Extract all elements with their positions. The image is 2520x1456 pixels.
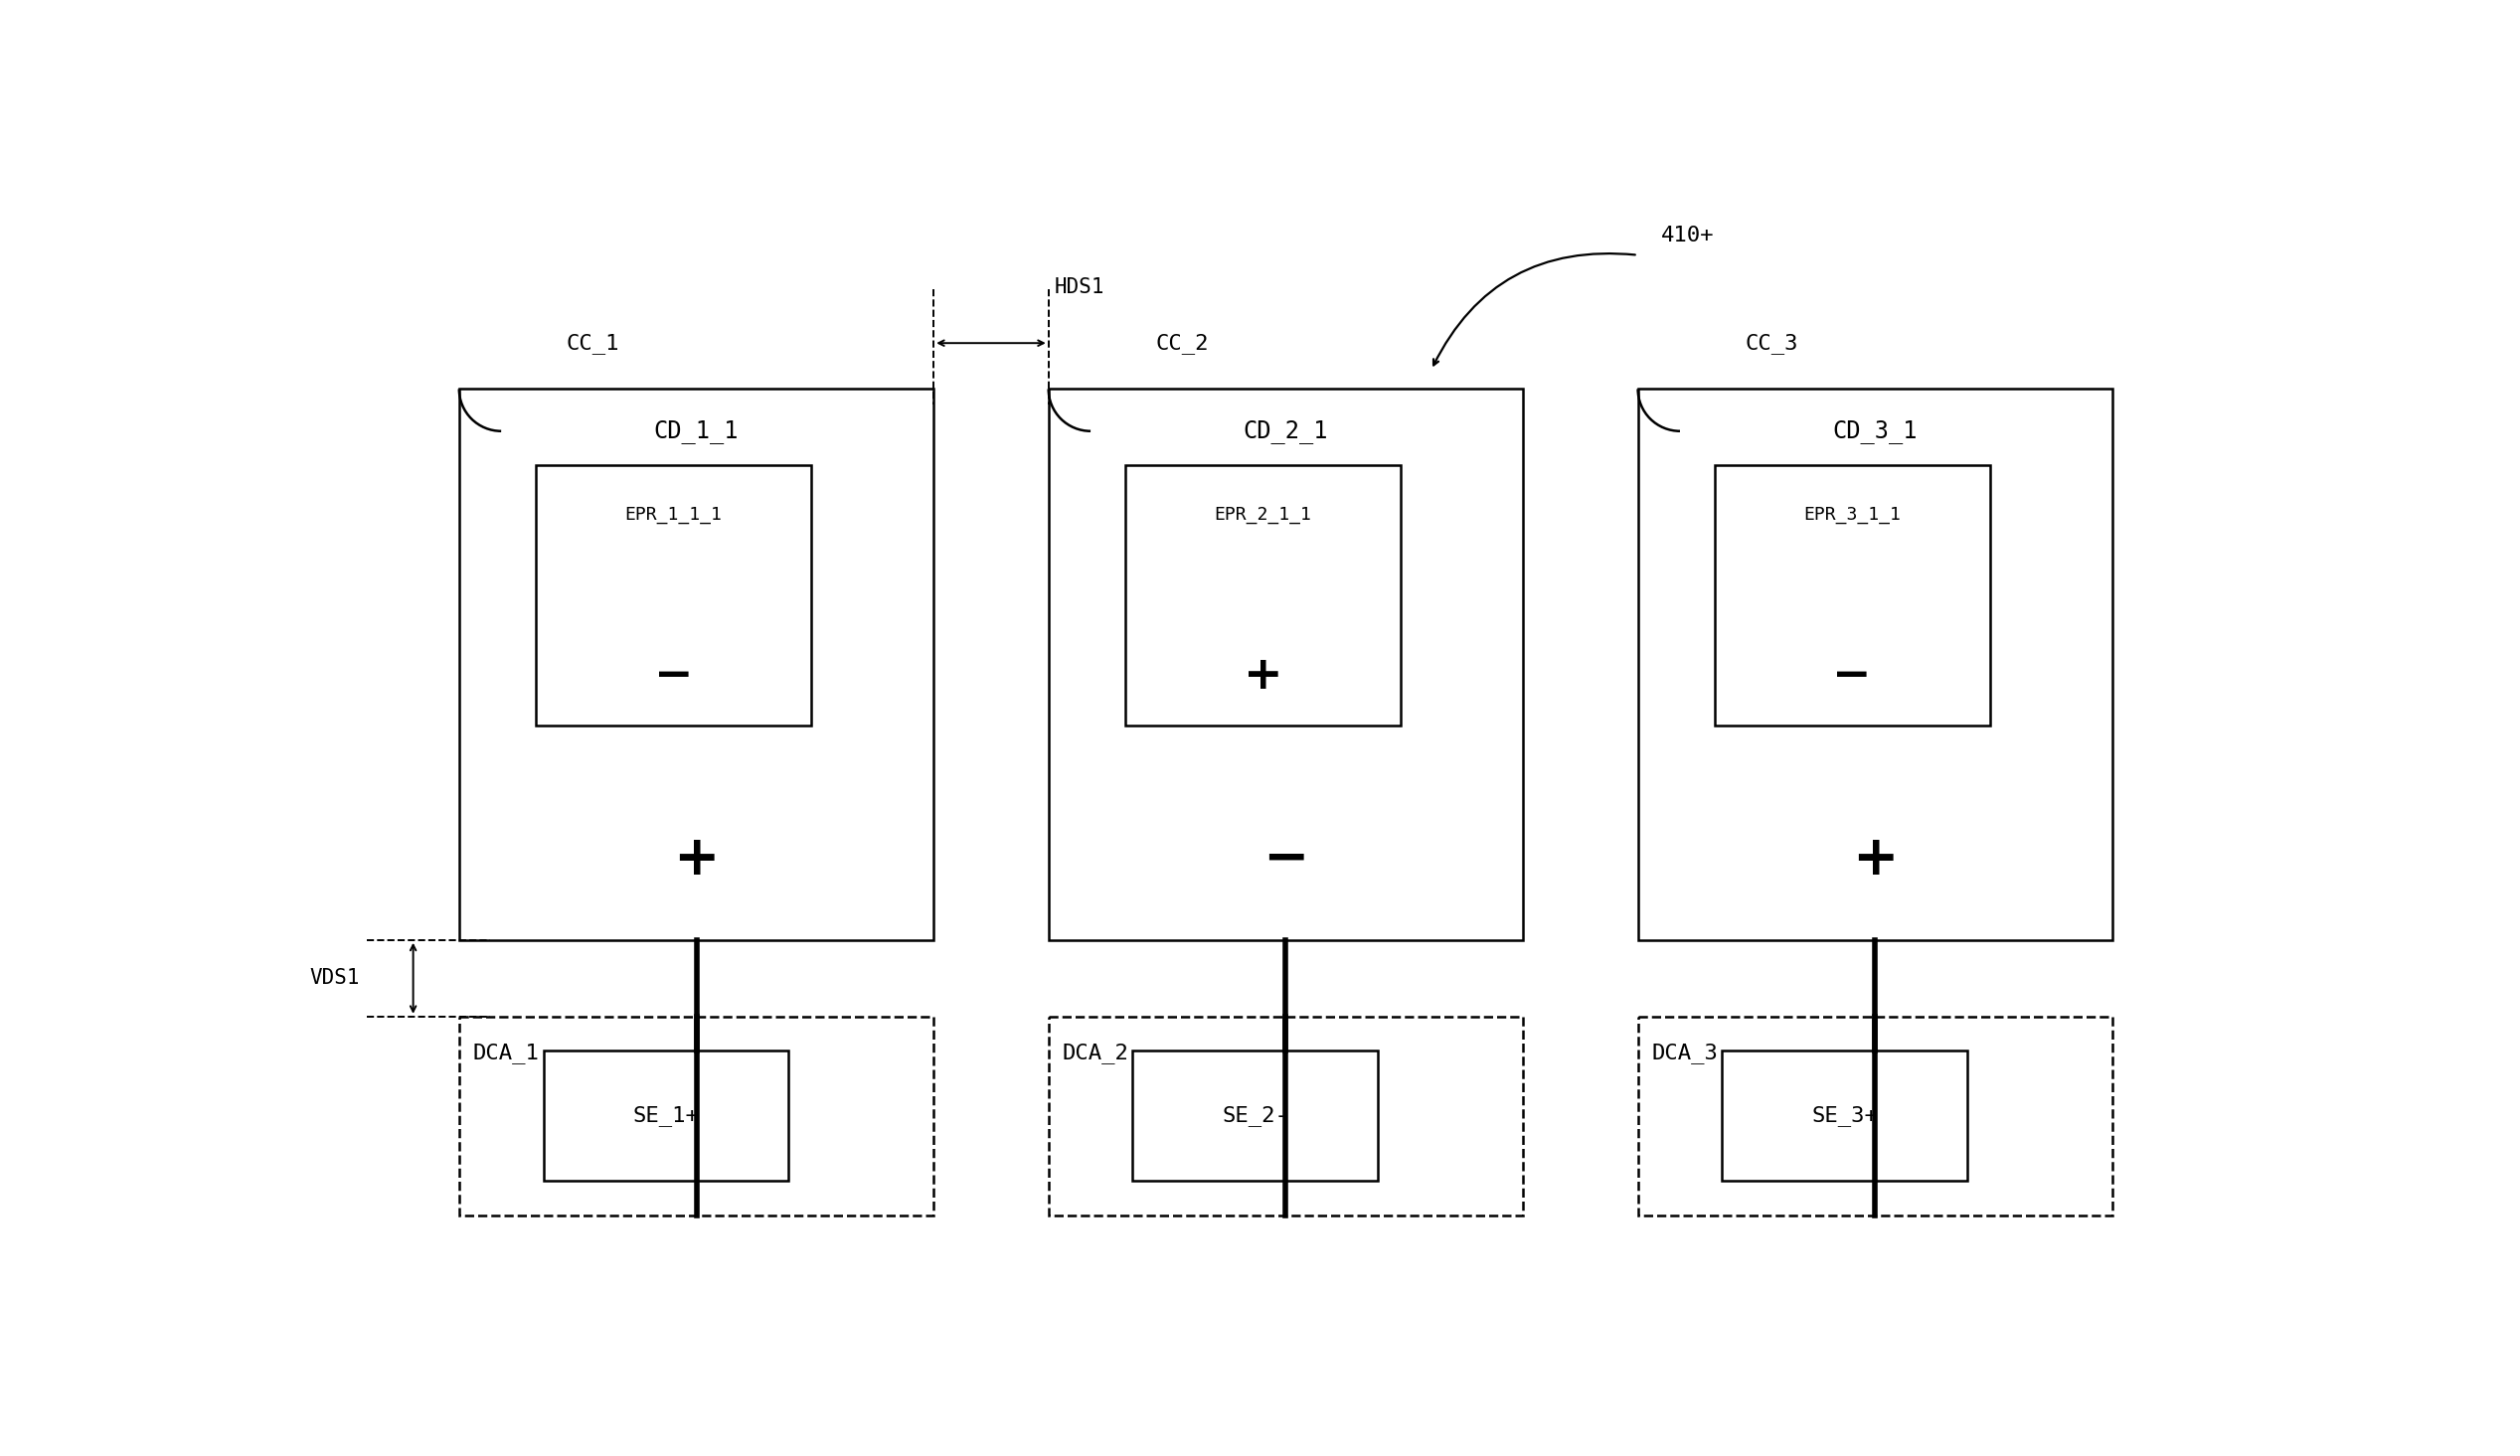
Bar: [1714, 466, 1991, 725]
Text: HDS1: HDS1: [1053, 277, 1104, 297]
Text: −: −: [653, 654, 693, 699]
Bar: [459, 389, 932, 941]
Bar: [537, 466, 811, 725]
Bar: [1048, 1016, 1522, 1216]
Bar: [544, 1051, 789, 1181]
Text: EPR_1_1_1: EPR_1_1_1: [625, 507, 723, 524]
Text: DCA_2: DCA_2: [1063, 1042, 1129, 1064]
Text: −: −: [1832, 654, 1872, 699]
Bar: [1638, 1016, 2112, 1216]
Text: 410+: 410+: [1661, 226, 1714, 246]
Text: CC_3: CC_3: [1744, 332, 1799, 354]
Text: +: +: [1852, 833, 1898, 887]
Text: CC_1: CC_1: [567, 332, 620, 354]
Bar: [1048, 389, 1522, 941]
Bar: [1131, 1051, 1378, 1181]
Text: CC_2: CC_2: [1157, 332, 1210, 354]
Bar: [1124, 466, 1401, 725]
Text: DCA_3: DCA_3: [1651, 1042, 1719, 1064]
Text: +: +: [1242, 654, 1283, 699]
Text: +: +: [673, 833, 721, 887]
Text: SE_1+: SE_1+: [633, 1105, 698, 1127]
Text: CD_3_1: CD_3_1: [1832, 419, 1918, 443]
Text: VDS1: VDS1: [310, 968, 360, 989]
Text: EPR_3_1_1: EPR_3_1_1: [1804, 507, 1900, 524]
Text: EPR_2_1_1: EPR_2_1_1: [1215, 507, 1310, 524]
Bar: [1721, 1051, 1968, 1181]
Bar: [459, 1016, 932, 1216]
Bar: [1638, 389, 2112, 941]
Text: CD_1_1: CD_1_1: [653, 419, 738, 443]
Text: CD_2_1: CD_2_1: [1242, 419, 1328, 443]
Text: SE_3+: SE_3+: [1812, 1105, 1877, 1127]
Text: −: −: [1263, 833, 1308, 887]
Text: DCA_1: DCA_1: [474, 1042, 539, 1064]
Text: SE_2-: SE_2-: [1222, 1105, 1288, 1127]
